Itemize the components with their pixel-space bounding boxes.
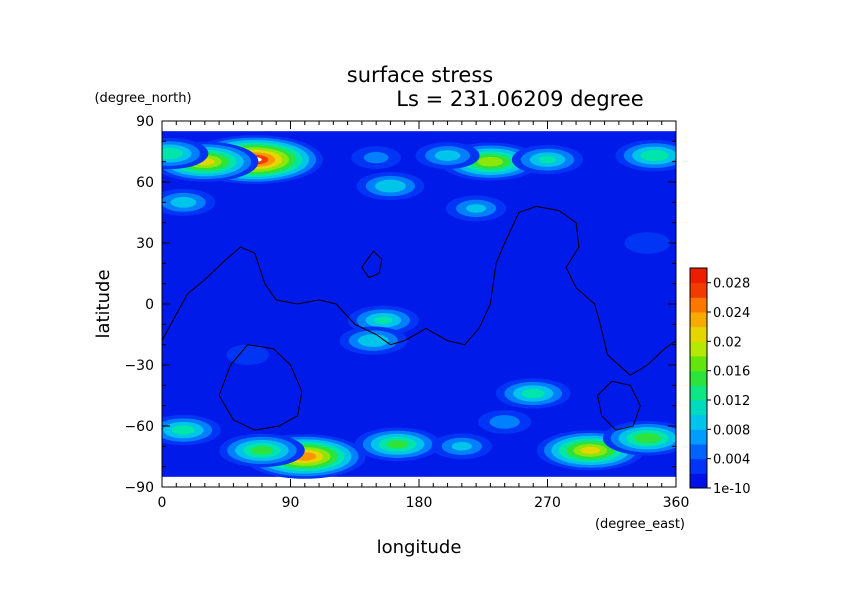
feature-level-14-0.006 (489, 415, 520, 429)
feature-level-13-0.012 (521, 388, 545, 399)
chart-subtitle: Ls = 231.06209 degree (396, 87, 643, 111)
colorbar-tick-label: 0.012 (713, 394, 750, 409)
colorbar-step (690, 282, 707, 298)
y-axis-ticks: −90 −60 −30 0 30 60 90 (124, 114, 676, 496)
field-feature-2 (162, 137, 209, 170)
feature-level-10-0.009 (466, 204, 487, 213)
y-tick-label: 60 (136, 175, 154, 191)
colorbar-frame (689, 267, 708, 489)
field-feature-10 (445, 195, 507, 222)
colorbar-step (690, 444, 707, 460)
x-tick-label: 360 (663, 495, 690, 511)
x-tick-label: 0 (158, 495, 167, 511)
y-tick-label: −30 (124, 358, 154, 374)
x-unit-label: (degree_east) (595, 517, 685, 532)
chart-title: surface stress (347, 63, 493, 87)
feature-level-2-0.012 (162, 147, 184, 160)
colorbar-tick-label: 0.02 (713, 335, 742, 350)
field-feature-18 (354, 427, 441, 462)
colorbar-step (690, 341, 707, 357)
feature-level-18-0.015 (386, 440, 409, 449)
field-feature-4 (351, 146, 401, 169)
feature-level-21-0.015 (634, 433, 661, 444)
feature-level-3-0.009 (170, 196, 197, 208)
colorbar: 1e-10 0.004 0.008 0.012 0.016 0.02 0.024 0.028 (689, 267, 751, 497)
feature-level-17-0.015 (251, 446, 273, 455)
contour-line-1 (361, 250, 383, 279)
field-feature-9 (615, 139, 676, 172)
colorbar-tick-label: 1e-10 (713, 482, 751, 497)
y-tick-label: 0 (145, 297, 154, 313)
colorbar-tick-label: 0.016 (713, 365, 750, 380)
field-feature-12 (339, 326, 408, 355)
coastline-contours (162, 205, 676, 431)
colorbar-step (690, 429, 707, 445)
x-axis-ticks: 0 90 180 270 360 (158, 121, 690, 511)
colorbar-step (690, 414, 707, 430)
feature-level-7-0.009 (434, 150, 461, 161)
y-tick-label: −60 (124, 419, 154, 435)
colorbar-step (690, 356, 707, 372)
field-feature-13 (495, 378, 571, 409)
feature-level-11-0.012 (374, 316, 393, 324)
y-tick-label: 30 (136, 236, 154, 252)
feature-level-15-0.012 (171, 425, 195, 435)
y-tick-label: −90 (124, 480, 154, 496)
contour-line-0 (162, 205, 676, 376)
feature-level-6-0.018 (477, 156, 503, 167)
feature-level-8-0.012 (538, 155, 557, 164)
heatmap-field (162, 121, 676, 487)
contour-line-3 (596, 380, 641, 431)
colorbar-step (690, 400, 707, 416)
y-axis-label: latitude (93, 269, 114, 338)
colorbar-step (690, 326, 707, 342)
field-features (162, 135, 676, 479)
colorbar-labels: 1e-10 0.004 0.008 0.012 0.016 0.02 0.024 0.028 (707, 277, 751, 497)
colorbar-tick-label: 0.024 (713, 306, 750, 321)
field-feature-15 (162, 414, 221, 446)
x-tick-label: 90 (282, 495, 300, 511)
field-feature-22 (624, 232, 671, 254)
field-feature-19 (431, 433, 493, 460)
feature-level-4-0.006 (363, 151, 389, 164)
feature-level-20-0.021 (580, 446, 601, 455)
field-feature-14 (478, 410, 532, 434)
x-tick-label: 270 (534, 495, 561, 511)
field-feature-17 (219, 433, 305, 468)
y-unit-label: (degree_north) (94, 91, 191, 106)
field-feature-20 (536, 430, 644, 471)
field-feature-3 (162, 188, 216, 216)
colorbar-step (690, 370, 707, 386)
field-feature-8 (511, 145, 584, 175)
feature-level-5-0.009 (375, 179, 406, 193)
contour-line-2 (218, 344, 303, 431)
feature-level-22-0.003 (624, 232, 671, 254)
colorbar-step (690, 297, 707, 313)
x-tick-label: 180 (406, 495, 433, 511)
colorbar-step (690, 473, 707, 489)
field-feature-21 (602, 420, 676, 456)
feature-level-19-0.009 (451, 442, 472, 451)
field-feature-23 (226, 344, 269, 366)
colorbar-step (690, 458, 707, 474)
colorbar-tick-label: 0.004 (713, 453, 750, 468)
feature-level-23-0.003 (226, 344, 269, 366)
colorbar-tick-label: 0.008 (713, 423, 750, 438)
colorbar-tick-label: 0.028 (713, 277, 750, 292)
y-tick-label: 90 (136, 114, 154, 130)
x-axis-label: longitude (377, 537, 462, 558)
colorbar-step (690, 385, 707, 401)
colorbar-steps (690, 268, 707, 489)
field-feature-5 (356, 172, 425, 201)
field-feature-7 (415, 142, 480, 170)
feature-level-9-0.012 (640, 149, 669, 162)
colorbar-step (690, 268, 707, 284)
colorbar-step (690, 312, 707, 328)
